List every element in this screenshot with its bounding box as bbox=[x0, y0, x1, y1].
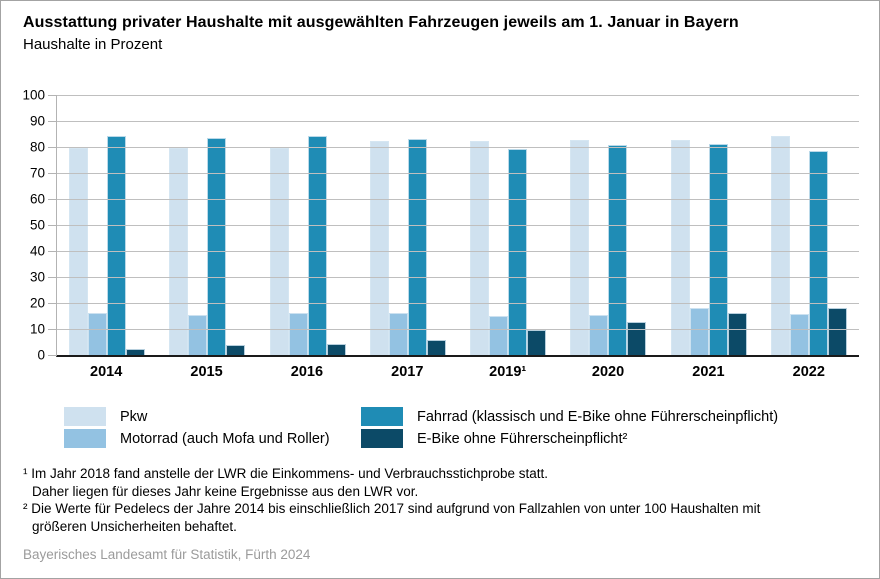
bar-motorrad-2022 bbox=[789, 314, 809, 355]
gridline-90 bbox=[57, 121, 859, 122]
legend-label-fahrrad: Fahrrad (klassisch und E-Bike ohne Führe… bbox=[417, 408, 779, 425]
footnote-1-line-1: ¹ Im Jahr 2018 fand anstelle der LWR die… bbox=[23, 466, 549, 481]
y-axis-tick-label-50: 50 bbox=[29, 217, 45, 233]
x-axis-label-2014: 2014 bbox=[90, 364, 123, 380]
bar-pkw-2021 bbox=[670, 139, 690, 355]
plot-area: 0 10 20 30 40 50 60 70 80 90 100 bbox=[22, 88, 859, 363]
gridline-30 bbox=[57, 277, 859, 278]
gridline-10 bbox=[57, 329, 859, 330]
legend-label-motorrad: Motorrad (auch Mofa und Roller) bbox=[120, 430, 330, 447]
bar-group-2020 bbox=[570, 95, 647, 355]
y-axis-tick-90 bbox=[48, 121, 57, 122]
y-axis-tick-label-70: 70 bbox=[29, 165, 45, 181]
bar-motorrad-2016 bbox=[288, 313, 308, 355]
bar-e-bike-2015 bbox=[226, 345, 246, 355]
bar-e-bike-2022 bbox=[827, 308, 847, 355]
y-axis-tick-10 bbox=[48, 329, 57, 330]
legend-swatch-ebike bbox=[361, 429, 403, 448]
gridline-50 bbox=[57, 225, 859, 226]
y-axis-tick-100 bbox=[48, 95, 57, 96]
chart-subtitle: Haushalte in Prozent bbox=[23, 36, 163, 53]
x-axis-label-2015: 2015 bbox=[190, 364, 223, 380]
gridline-20 bbox=[57, 303, 859, 304]
bar-fahrrad-2021 bbox=[708, 143, 728, 355]
bar-pkw-2020 bbox=[570, 139, 590, 355]
legend-item-motorrad: Motorrad (auch Mofa und Roller) bbox=[64, 429, 361, 448]
y-axis-tick-label-10: 10 bbox=[29, 321, 45, 337]
bar-fahrrad-2016 bbox=[307, 136, 327, 355]
legend-item-pkw: Pkw bbox=[64, 407, 361, 426]
bar-fahrrad-2022 bbox=[808, 151, 828, 355]
bar-e-bike-2019 bbox=[527, 329, 547, 355]
legend-item-ebike: E-Bike ohne Führerscheinpflicht² bbox=[361, 429, 778, 448]
footnote-1-line-2: Daher liegen für dieses Jahr keine Ergeb… bbox=[32, 483, 419, 499]
y-axis-tick-80 bbox=[48, 147, 57, 148]
x-axis-label-2017: 2017 bbox=[391, 364, 424, 380]
chart-title: Ausstattung privater Haushalte mit ausge… bbox=[23, 14, 739, 31]
y-axis-tick-label-100: 100 bbox=[22, 87, 45, 103]
bar-group-2017 bbox=[369, 95, 446, 355]
bar-motorrad-2015 bbox=[188, 315, 208, 355]
source-attribution: Bayerisches Landesamt für Statistik, Für… bbox=[23, 547, 311, 562]
y-axis-tick-20 bbox=[48, 303, 57, 304]
bar-e-bike-2016 bbox=[326, 344, 346, 355]
footnote-2-line-2: größeren Unsicherheiten behaftet. bbox=[32, 518, 237, 534]
y-axis-tick-60 bbox=[48, 199, 57, 200]
legend-item-fahrrad: Fahrrad (klassisch und E-Bike ohne Führe… bbox=[361, 407, 778, 426]
bar-motorrad-2017 bbox=[388, 312, 408, 355]
legend-label-ebike: E-Bike ohne Führerscheinpflicht² bbox=[417, 430, 628, 447]
x-axis-label-2022: 2022 bbox=[792, 364, 825, 380]
y-axis-tick-50 bbox=[48, 225, 57, 226]
legend: Pkw Motorrad (auch Mofa und Roller) Fahr… bbox=[64, 407, 778, 451]
bar-pkw-2017 bbox=[369, 141, 389, 355]
x-axis-labels: 2014 2015 2016 2017 2019¹ 2020 2021 2022 bbox=[56, 364, 859, 380]
bar-motorrad-2020 bbox=[589, 314, 609, 355]
bar-pkw-2022 bbox=[770, 135, 790, 355]
gridline-80 bbox=[57, 147, 859, 148]
bar-e-bike-2014 bbox=[126, 349, 146, 355]
y-axis-tick-label-40: 40 bbox=[29, 243, 45, 259]
y-axis-tick-40 bbox=[48, 251, 57, 252]
footnotes: ¹ Im Jahr 2018 fand anstelle der LWR die… bbox=[23, 465, 760, 535]
x-axis-label-2020: 2020 bbox=[591, 364, 625, 380]
bar-motorrad-2014 bbox=[88, 312, 108, 355]
gridline-70 bbox=[57, 173, 859, 174]
x-axis-label-2021: 2021 bbox=[692, 364, 725, 380]
legend-swatch-fahrrad bbox=[361, 407, 403, 426]
y-axis-tick-label-80: 80 bbox=[29, 139, 45, 155]
bar-e-bike-2021 bbox=[727, 313, 747, 355]
bar-fahrrad-2014 bbox=[107, 135, 127, 355]
bar-e-bike-2017 bbox=[426, 340, 446, 355]
legend-column-right: Fahrrad (klassisch und E-Bike ohne Führe… bbox=[361, 407, 778, 451]
legend-column-left: Pkw Motorrad (auch Mofa und Roller) bbox=[64, 407, 361, 451]
legend-label-pkw: Pkw bbox=[120, 408, 148, 425]
bar-group-2021 bbox=[670, 95, 747, 355]
bar-pkw-2019 bbox=[470, 140, 490, 355]
y-axis-tick-label-30: 30 bbox=[29, 269, 45, 285]
gridline-40 bbox=[57, 251, 859, 252]
bar-fahrrad-2020 bbox=[608, 145, 628, 355]
x-axis-label-2016: 2016 bbox=[290, 364, 324, 380]
bar-motorrad-2021 bbox=[689, 307, 709, 355]
footnote-2-line-1: ² Die Werte für Pedelecs der Jahre 2014 … bbox=[23, 501, 761, 516]
legend-swatch-motorrad bbox=[64, 429, 106, 448]
bar-e-bike-2020 bbox=[627, 321, 647, 355]
x-axis-label-2019: 2019¹ bbox=[489, 364, 527, 380]
bar-fahrrad-2015 bbox=[207, 138, 227, 355]
y-axis-tick-label-90: 90 bbox=[29, 113, 45, 129]
legend-swatch-pkw bbox=[64, 407, 106, 426]
y-axis-tick-70 bbox=[48, 173, 57, 174]
bar-motorrad-2019 bbox=[489, 316, 509, 355]
bar-fahrrad-2017 bbox=[407, 138, 427, 355]
gridline-100 bbox=[57, 95, 859, 96]
bars-row bbox=[57, 95, 859, 355]
y-axis-tick-0 bbox=[48, 355, 57, 356]
gridline-60 bbox=[57, 199, 859, 200]
y-axis-tick-label-60: 60 bbox=[29, 191, 45, 207]
y-axis-tick-30 bbox=[48, 277, 57, 278]
y-axis-tick-label-0: 0 bbox=[37, 347, 45, 363]
y-axis-tick-label-20: 20 bbox=[29, 295, 45, 311]
bar-group-2022 bbox=[770, 95, 847, 355]
